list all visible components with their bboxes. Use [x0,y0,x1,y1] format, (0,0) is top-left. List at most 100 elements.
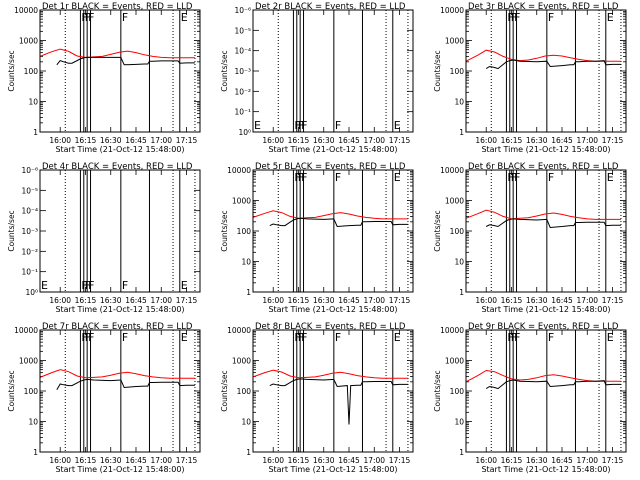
y-tick-label: 100 [450,387,465,396]
lld-series-line [252,210,408,220]
marker-label: F [511,11,517,24]
lld-series-line [465,49,621,62]
y-tick-label: 10 [454,98,464,107]
x-tick-label: 16:15 [75,296,97,305]
y-tick-label: 10⁻⁵ [234,26,251,35]
x-tick-label: 16:45 [551,456,573,465]
marker-label: F [122,279,128,292]
panel-det-9: Det 9r BLACK = Events, RED = LLD 1 10 100 10… [433,322,627,474]
x-axis-label: Start Time (21-Oct-12 15:48:00) [55,465,184,474]
x-tick-label: 16:30 [526,456,548,465]
marker-label: F [507,331,513,344]
x-tick-label: 17:15 [389,296,411,305]
y-axis-label: Counts/sec [433,50,442,91]
marker-label: F [85,11,91,24]
marker-label: F [335,171,341,184]
x-tick-label: 16:15 [75,136,97,145]
x-tick-label: 17:15 [389,456,411,465]
events-series-line [269,217,408,228]
y-axis-label: Counts/sec [220,50,229,91]
marker-label: E [394,119,401,132]
panel-title: Det 2r BLACK = Events, RED = LLD [255,2,406,12]
lld-series-line [252,369,408,379]
events-series-line [485,59,621,70]
y-tick-label: 10000 [227,166,251,175]
x-tick-label: 16:45 [338,456,360,465]
plot-frame [465,329,627,453]
marker-label: E [607,171,614,184]
y-tick-label: 10⁻⁶ [21,166,38,175]
plot-frame [252,169,414,293]
y-axis-label: Counts/sec [7,210,16,251]
x-tick-label: 16:30 [100,456,122,465]
x-tick-label: 16:00 [49,296,71,305]
y-tick-label: 10 [241,258,251,267]
panel-title: Det 1r BLACK = Events, RED = LLD [42,2,193,12]
y-tick-label: 100 [237,227,252,236]
y-tick-label: 10000 [14,326,38,335]
x-tick-label: 16:15 [501,136,523,145]
plot-frame [39,169,201,293]
marker-label: F [294,119,300,132]
marker-label: F [88,11,94,24]
y-tick-label: 1000 [445,357,464,366]
x-tick-label: 17:15 [176,456,198,465]
marker-label: F [514,171,520,184]
marker-label: F [507,11,513,24]
x-tick-label: 17:00 [150,296,172,305]
x-tick-label: 16:00 [262,456,284,465]
x-tick-label: 17:00 [576,136,598,145]
x-tick-label: 17:00 [576,296,598,305]
x-axis-label: Start Time (21-Oct-12 15:48:00) [55,145,184,154]
panel-det-4: Det 4r BLACK = Events, RED = LLD 10⁰ 10⁻¹ 1… [7,162,201,314]
x-tick-label: 17:15 [389,136,411,145]
marker-label: F [511,171,517,184]
y-tick-label: 10⁻¹ [234,108,251,117]
panel-title: Det 7r BLACK = Events, RED = LLD [42,322,193,332]
x-tick-label: 17:00 [576,456,598,465]
marker-label: F [301,331,307,344]
marker-label: F [301,119,307,132]
marker-label: E [181,331,188,344]
lld-series-line [465,369,621,383]
marker-label: F [514,331,520,344]
marker-label: F [335,119,341,132]
y-tick-label: 1000 [232,197,251,206]
x-tick-label: 16:00 [262,296,284,305]
x-axis-label: Start Time (21-Oct-12 15:48:00) [55,305,184,314]
marker-label: F [548,331,554,344]
x-tick-label: 16:00 [475,456,497,465]
y-tick-label: 100 [24,387,39,396]
marker-label: F [122,11,128,24]
x-tick-label: 16:00 [475,136,497,145]
marker-label: F [548,171,554,184]
x-tick-label: 16:45 [551,296,573,305]
x-axis-label: Start Time (21-Oct-12 15:48:00) [268,465,397,474]
x-tick-label: 16:30 [100,296,122,305]
y-tick-label: 10 [241,418,251,427]
marker-label: F [85,279,91,292]
marker-label: E [607,11,614,24]
x-tick-label: 17:00 [150,456,172,465]
y-tick-label: 1 [246,448,251,457]
panel-title: Det 6r BLACK = Events, RED = LLD [468,162,619,172]
marker-label: E [607,331,614,344]
marker-label: F [294,171,300,184]
marker-label: F [88,279,94,292]
y-tick-label: 1000 [19,357,38,366]
y-tick-label: 1000 [19,37,38,46]
marker-label: F [335,331,341,344]
events-series-line [56,56,195,66]
marker-label: E [394,331,401,344]
x-tick-label: 16:45 [125,296,147,305]
x-tick-label: 16:00 [49,136,71,145]
y-tick-label: 1000 [445,37,464,46]
x-tick-label: 16:00 [262,136,284,145]
x-tick-label: 16:30 [313,136,335,145]
marker-label: F [81,279,87,292]
y-tick-label: 10⁰ [25,288,38,297]
y-tick-label: 10 [28,98,38,107]
x-tick-label: 17:00 [363,136,385,145]
x-axis-label: Start Time (21-Oct-12 15:48:00) [481,465,610,474]
